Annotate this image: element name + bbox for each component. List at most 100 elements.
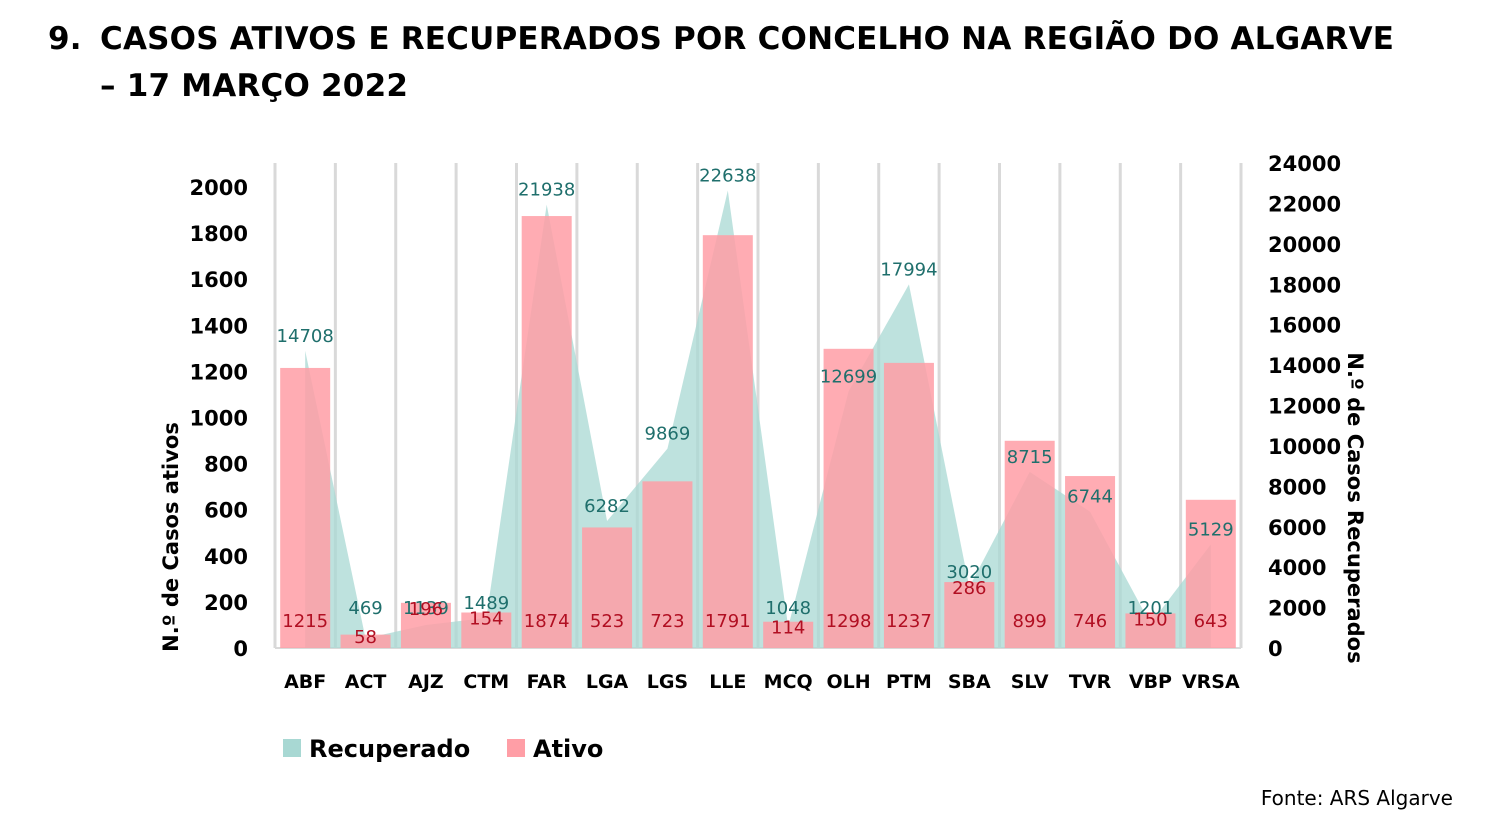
bar-ativo-ajz xyxy=(400,602,451,648)
label-ativo-lga: 523 xyxy=(590,611,624,632)
x-tick-slv: SLV xyxy=(1011,671,1049,693)
label-ativo-olh: 1298 xyxy=(826,611,872,632)
label-ativo-lle: 1791 xyxy=(705,611,751,632)
title-line-1: CASOS ATIVOS E RECUPERADOS POR CONCELHO … xyxy=(100,21,1395,57)
y-right-tick: 4000 xyxy=(1268,556,1326,580)
label-recuperado-vbp: 1201 xyxy=(1128,598,1174,619)
bar-ativo-lgs xyxy=(642,481,693,648)
y-right-tick: 14000 xyxy=(1268,354,1341,378)
bar-ativo-sba xyxy=(944,582,995,648)
y-left-tick: 400 xyxy=(204,545,248,569)
label-recuperado-olh: 12699 xyxy=(820,366,877,387)
bar-ativo-vrsa xyxy=(1185,499,1236,648)
bar-ativo-abf xyxy=(280,367,331,648)
y-right-tick: 16000 xyxy=(1268,314,1341,338)
y-right-tick: 6000 xyxy=(1268,516,1326,540)
label-recuperado-lgs: 9869 xyxy=(645,424,691,445)
bar-ativo-slv xyxy=(1004,440,1055,648)
bar-ativo-tvr xyxy=(1065,476,1116,648)
title-line-2: – 17 MARÇO 2022 xyxy=(100,68,409,104)
label-ativo-mcq: 114 xyxy=(771,618,805,639)
page-title: 9. CASOS ATIVOS E RECUPERADOS POR CONCEL… xyxy=(48,16,1468,110)
y-left-tick: 0 xyxy=(233,637,248,661)
x-tick-mcq: MCQ xyxy=(764,671,813,693)
y-right-tick: 10000 xyxy=(1268,435,1341,459)
y-right-axis-title: N.º de Casos Recuperados xyxy=(1343,352,1367,663)
y-left-tick: 800 xyxy=(204,453,248,477)
bar-ativo-ctm xyxy=(461,612,512,648)
label-ativo-far: 1874 xyxy=(524,611,570,632)
y-left-tick: 2000 xyxy=(190,176,248,200)
bar-ativo-lga xyxy=(582,527,633,648)
y-right-tick: 24000 xyxy=(1268,152,1341,176)
y-right-tick: 2000 xyxy=(1268,597,1326,621)
y-left-tick: 1200 xyxy=(190,360,248,384)
legend-label-recuperado: Recuperado xyxy=(309,735,470,763)
label-recuperado-ctm: 1489 xyxy=(463,593,509,614)
y-left-tick: 1800 xyxy=(190,222,248,246)
x-tick-ajz: AJZ xyxy=(408,671,444,693)
bar-ativo-act xyxy=(340,634,391,648)
y-right-tick: 18000 xyxy=(1268,273,1341,297)
x-tick-vbp: VBP xyxy=(1129,671,1172,693)
bar-ativo-far xyxy=(521,216,572,648)
bar-ativo-mcq xyxy=(763,621,814,648)
label-recuperado-tvr: 6744 xyxy=(1067,487,1113,508)
y-left-tick: 1600 xyxy=(190,268,248,292)
label-recuperado-mcq: 1048 xyxy=(765,598,811,619)
legend-swatch-ativo xyxy=(507,739,525,757)
label-recuperado-slv: 8715 xyxy=(1007,447,1053,468)
label-ativo-slv: 899 xyxy=(1013,611,1047,632)
source-note: Fonte: ARS Algarve xyxy=(1260,786,1453,810)
bar-ativo-olh xyxy=(823,348,874,648)
label-recuperado-ptm: 17994 xyxy=(880,259,937,280)
label-ativo-sba: 286 xyxy=(952,578,986,599)
label-recuperado-lle: 22638 xyxy=(699,166,756,187)
label-ativo-lgs: 723 xyxy=(650,611,684,632)
y-left-tick: 1400 xyxy=(190,314,248,338)
x-tick-far: FAR xyxy=(527,671,568,693)
label-recuperado-ajz: 1139 xyxy=(403,598,449,619)
y-right-tick: 22000 xyxy=(1268,192,1341,216)
x-tick-sba: SBA xyxy=(948,671,991,693)
y-left-tick: 1000 xyxy=(190,407,248,431)
label-recuperado-abf: 14708 xyxy=(277,326,334,347)
y-right-tick: 20000 xyxy=(1268,233,1341,257)
label-ativo-ctm: 154 xyxy=(469,609,503,630)
label-recuperado-sba: 3020 xyxy=(946,562,992,583)
label-ativo-ptm: 1237 xyxy=(886,611,932,632)
axis-layer: ABF ACT AJZ CTM FAR LGA LGS LLE MCQ OLH PTM SBA SLV T… xyxy=(159,152,1367,693)
x-tick-vrsa: VRSA xyxy=(1182,671,1240,693)
label-ativo-abf: 1215 xyxy=(282,611,328,632)
label-recuperado-vrsa: 5129 xyxy=(1188,519,1234,540)
bar-ativo-lle xyxy=(702,235,753,648)
label-ativo-vbp: 150 xyxy=(1133,609,1167,630)
x-tick-act: ACT xyxy=(345,671,387,693)
ativo-bar-layer xyxy=(280,216,1236,648)
label-ativo-act: 58 xyxy=(354,627,377,648)
x-tick-olh: OLH xyxy=(826,671,870,693)
label-ativo-vrsa: 643 xyxy=(1194,611,1228,632)
label-ativo-ajz: 196 xyxy=(409,599,443,620)
y-left-tick: 600 xyxy=(204,499,248,523)
y-left-axis-title: N.º de Casos ativos xyxy=(159,422,183,652)
x-tick-ctm: CTM xyxy=(463,671,509,693)
label-recuperado-far: 21938 xyxy=(518,180,575,201)
x-tick-lgs: LGS xyxy=(647,671,688,693)
bar-ativo-vbp xyxy=(1125,613,1176,648)
x-tick-tvr: TVR xyxy=(1069,671,1112,693)
label-recuperado-lga: 6282 xyxy=(584,496,630,517)
x-tick-ptm: PTM xyxy=(886,671,932,693)
y-right-tick: 12000 xyxy=(1268,395,1341,419)
legend-swatch-recuperado xyxy=(283,739,301,757)
y-left-tick: 200 xyxy=(204,591,248,615)
label-ativo-tvr: 746 xyxy=(1073,611,1107,632)
x-tick-lle: LLE xyxy=(709,671,746,693)
y-right-tick: 0 xyxy=(1268,637,1283,661)
label-recuperado-act: 469 xyxy=(348,598,382,619)
x-tick-abf: ABF xyxy=(284,671,326,693)
bar-ativo-ptm xyxy=(883,362,934,648)
legend-label-ativo: Ativo xyxy=(533,735,603,763)
title-number: 9. xyxy=(48,21,82,57)
